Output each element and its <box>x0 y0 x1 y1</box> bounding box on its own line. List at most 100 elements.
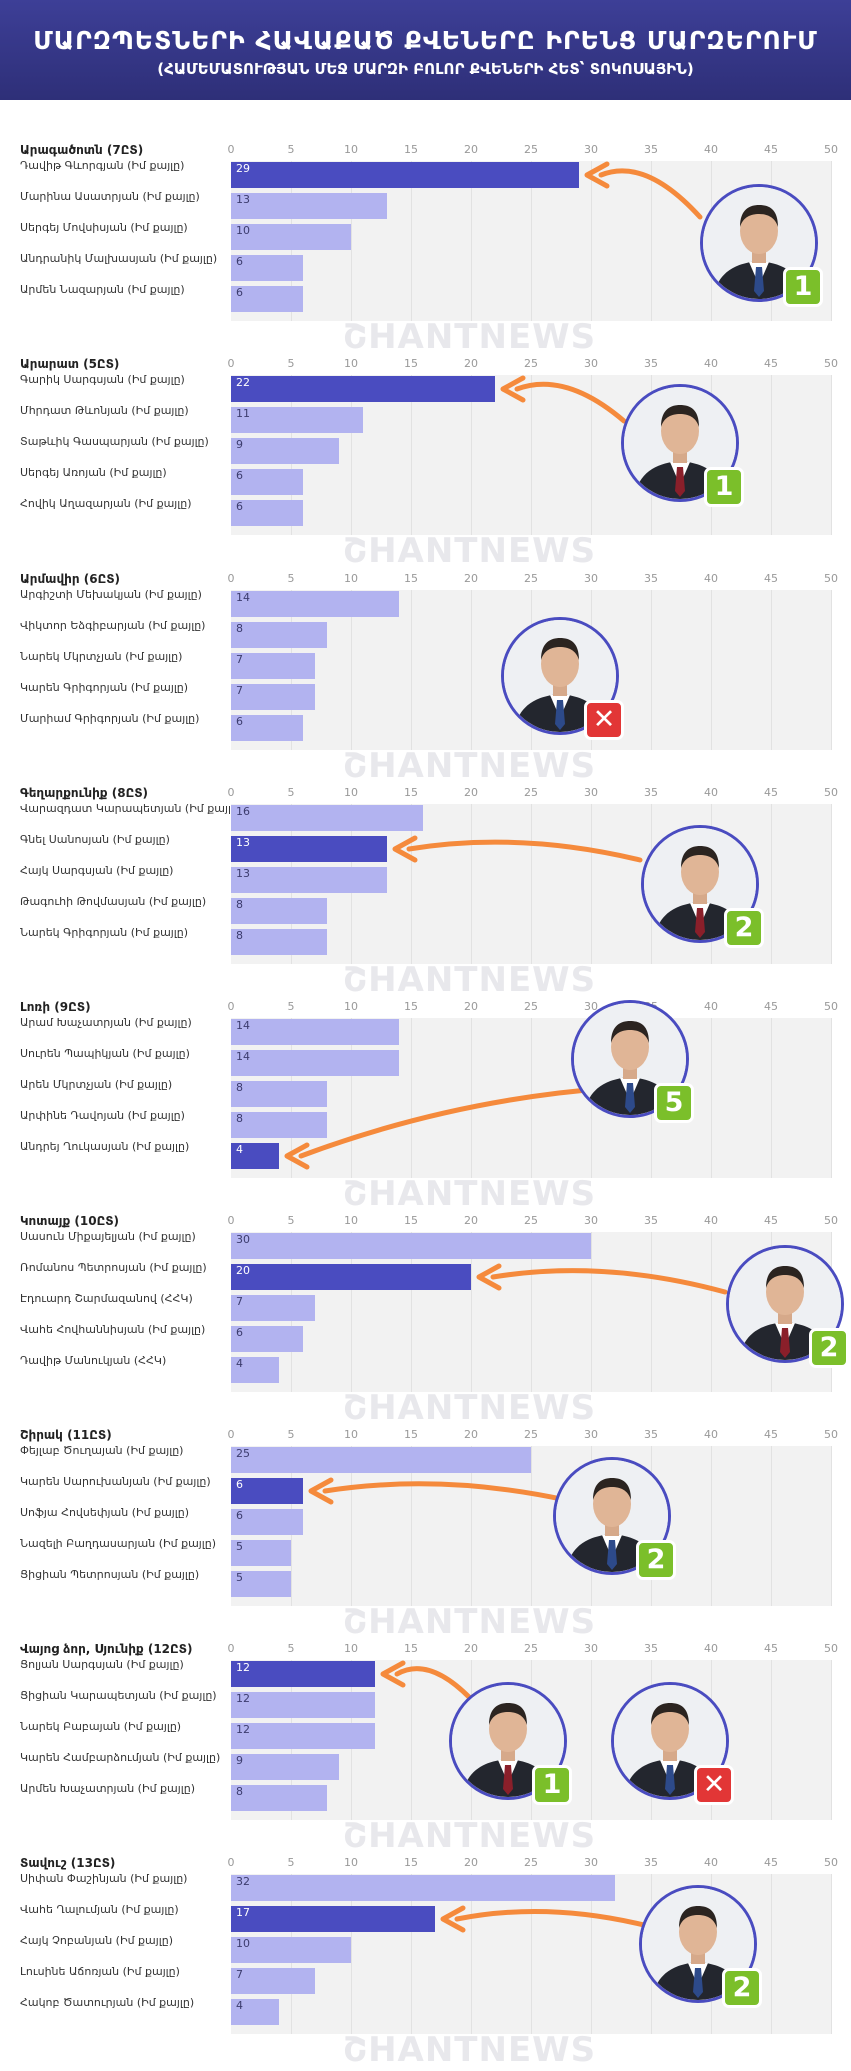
gridline <box>411 161 412 321</box>
x-tick-label: 25 <box>524 786 538 799</box>
gridline <box>651 590 652 750</box>
x-tick-label: 0 <box>227 357 235 370</box>
gridline <box>471 1446 472 1606</box>
gridline <box>531 1232 532 1392</box>
bar <box>231 1937 351 1963</box>
bar-value-label: 4 <box>236 1999 243 2012</box>
x-tick-label: 5 <box>287 1642 295 1655</box>
x-tick-label: 15 <box>404 143 418 156</box>
bar-highlighted <box>231 1906 435 1932</box>
category-label: Ցիցիան Պետրոսյան (Իմ քայլը) <box>20 1568 200 1581</box>
category-label: Վահե Ղալումյան (Իմ քայլը) <box>20 1903 179 1916</box>
bar <box>231 1999 279 2025</box>
watermark-logo: ՇHANTNEWS <box>343 1388 597 1428</box>
rank-badge: 1 <box>783 267 823 307</box>
category-label: Հովիկ Աղազարյան (Իմ քայլը) <box>20 497 192 510</box>
gridline <box>711 590 712 750</box>
bar-value-label: 30 <box>236 1233 250 1246</box>
x-tick-label: 20 <box>464 786 478 799</box>
bar <box>231 1112 327 1138</box>
bar <box>231 407 363 433</box>
bar-value-label: 13 <box>236 836 250 849</box>
x-tick-label: 15 <box>404 1000 418 1013</box>
x-tick-label: 45 <box>764 143 778 156</box>
gridline <box>531 1446 532 1606</box>
cross-badge-icon: ✕ <box>584 700 624 740</box>
bar-value-label: 22 <box>236 376 250 389</box>
plot-area: 25 6 6 5 5 <box>231 1446 832 1606</box>
gridline <box>711 1446 712 1606</box>
bar-value-label: 13 <box>236 867 250 880</box>
category-label: Արամ Խաչատրյան (Իմ քայլը) <box>20 1016 192 1029</box>
bar <box>231 224 351 250</box>
x-tick-label: 10 <box>344 572 358 585</box>
category-label: Արմեն Խաչատրյան (Իմ քայլը) <box>20 1782 195 1795</box>
gridline <box>411 1660 412 1820</box>
bar-highlighted <box>231 376 495 402</box>
gridline <box>831 1018 832 1178</box>
bar-value-label: 8 <box>236 898 243 911</box>
gridline <box>411 590 412 750</box>
category-label: Սուրեն Պապիկյան (Իմ քայլը) <box>20 1047 190 1060</box>
bar-value-label: 16 <box>236 805 250 818</box>
x-tick-label: 30 <box>584 1856 598 1869</box>
bar <box>231 438 339 464</box>
bar <box>231 469 303 495</box>
x-tick-label: 30 <box>584 143 598 156</box>
gridline <box>591 375 592 535</box>
x-tick-label: 10 <box>344 1856 358 1869</box>
chart-panel: Լոռի (9ԸՏ)051015202530354045501414884Արա… <box>0 994 851 1204</box>
chart-title: Շիրակ (11ԸՏ) <box>20 1428 112 1442</box>
plot-area: 22 11 9 6 6 <box>231 375 832 535</box>
cross-badge-icon: ✕ <box>694 1765 734 1805</box>
gridline <box>471 590 472 750</box>
bar-highlighted <box>231 1478 303 1504</box>
category-label: Նարեկ Բաբայան (Իմ քայլը) <box>20 1720 182 1733</box>
bar <box>231 867 387 893</box>
bar-value-label: 6 <box>236 469 243 482</box>
x-tick-label: 25 <box>524 1000 538 1013</box>
category-label: Հայկ Չոբանյան (Իմ քայլը) <box>20 1934 173 1947</box>
gridline <box>711 1018 712 1178</box>
gridline <box>531 1018 532 1178</box>
category-label: Ցիցիան Կարապետյան (Իմ քայլը) <box>20 1689 217 1702</box>
x-tick-label: 50 <box>824 1428 838 1441</box>
x-tick-label: 45 <box>764 357 778 370</box>
bar-value-label: 17 <box>236 1906 250 1919</box>
rank-badge: 2 <box>724 908 764 948</box>
gridline <box>351 375 352 535</box>
bar-value-label: 6 <box>236 255 243 268</box>
gridline <box>771 375 772 535</box>
x-tick-label: 5 <box>287 1428 295 1441</box>
gridline <box>411 1446 412 1606</box>
gridline <box>471 1232 472 1392</box>
bar <box>231 1571 291 1597</box>
bar-value-label: 20 <box>236 1264 250 1277</box>
gridline <box>651 1232 652 1392</box>
gridline <box>471 1874 472 2034</box>
bar-value-label: 6 <box>236 1509 243 1522</box>
x-tick-label: 0 <box>227 143 235 156</box>
bar-value-label: 8 <box>236 929 243 942</box>
chart-title: Արագածոտն (7ԸՏ) <box>20 143 144 157</box>
governor-photo <box>571 1000 689 1118</box>
gridline <box>351 1446 352 1606</box>
bar <box>231 1233 591 1259</box>
chart-title: Գեղարքունիք (8ԸՏ) <box>20 786 149 800</box>
x-tick-label: 5 <box>287 1000 295 1013</box>
category-label: Տաթևիկ Գասպարյան (Իմ քայլը) <box>20 435 209 448</box>
x-tick-label: 0 <box>227 1428 235 1441</box>
chart-panel: Արագածոտն (7ԸՏ) 0 5 10 15 20 25 30 35 40 45 50 29 13 1… <box>0 137 851 347</box>
x-tick-label: 0 <box>227 1214 235 1227</box>
bar-value-label: 12 <box>236 1661 250 1674</box>
watermark-logo: ՇHANTNEWS <box>343 960 597 1000</box>
x-tick-label: 40 <box>704 1214 718 1227</box>
bar <box>231 1875 615 1901</box>
x-tick-label: 5 <box>287 1214 295 1227</box>
bar <box>231 1326 303 1352</box>
bar <box>231 653 315 679</box>
gridline <box>531 161 532 321</box>
bar-value-label: 9 <box>236 438 243 451</box>
bar-value-label: 9 <box>236 1754 243 1767</box>
page-title: ՄԱՐԶՊԵՏՆԵՐԻ ՀԱՎԱՔԱԾ ՔՎԵՆԵՐԸ ԻՐԵՆՑ ՄԱՐԶԵՐ… <box>33 26 818 55</box>
